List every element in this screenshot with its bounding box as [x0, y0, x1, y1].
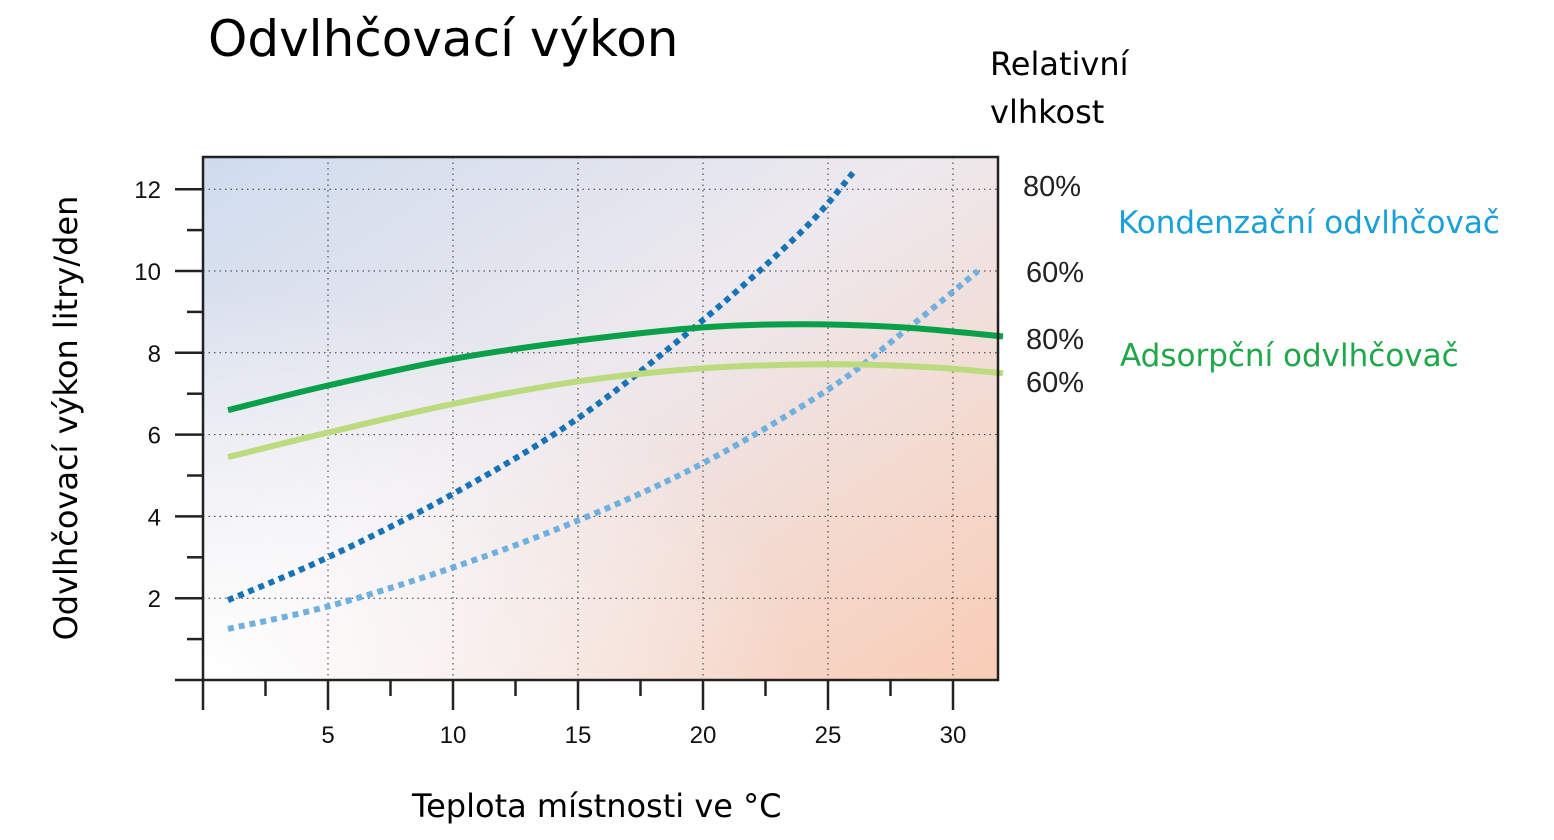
y-tick-label-2: 6	[148, 423, 161, 450]
legend-group-adsorpcni: Adsorpční odvlhčovač	[1120, 338, 1459, 374]
x-tick-label-4: 25	[815, 722, 842, 749]
x-tick-label-5: 30	[940, 722, 967, 749]
x-axis-label: Teplota místnosti ve °C	[412, 787, 782, 825]
series-label-kondenzacni-80: 80%	[1023, 171, 1082, 203]
y-tick-label-5: 12	[134, 177, 161, 204]
series-label-adsorpcni-80: 80%	[1026, 324, 1085, 356]
series-label-adsorpcni-60: 60%	[1026, 367, 1085, 399]
series-label-kondenzacni-60: 60%	[1026, 257, 1085, 289]
y-tick-label-0: 2	[148, 586, 161, 613]
adsorpcni-60-line	[227, 361, 1004, 461]
adsorpcni-80-line	[227, 321, 1004, 414]
legend-group-kondenzacni: Kondenzační odvlhčovač	[1118, 205, 1500, 241]
x-tick-label-0: 5	[321, 722, 334, 749]
plot-border	[201, 155, 1000, 682]
x-tick-label-1: 10	[440, 722, 467, 749]
y-tick-label-3: 8	[148, 341, 161, 368]
y-tick-label-4: 10	[134, 259, 161, 286]
x-tick-label-2: 15	[565, 722, 592, 749]
chart-title: Odvlhčovací výkon	[208, 10, 679, 68]
y-tick-label-1: 4	[148, 504, 161, 531]
series-lines	[226, 170, 1004, 632]
legend-heading: Relativní vlhkost	[990, 45, 1129, 131]
y-axis-label: Odvlhčovací výkon litry/den	[47, 195, 85, 641]
x-tick-label-3: 20	[690, 722, 717, 749]
kondenzacni-80-line	[226, 170, 856, 603]
kondenzacni-60-line	[227, 268, 980, 632]
plot-background-highlight	[203, 157, 998, 680]
axes: 5 10 15 20 25 30 2 4 6 8 10 12	[134, 177, 966, 749]
gridlines	[203, 157, 998, 680]
